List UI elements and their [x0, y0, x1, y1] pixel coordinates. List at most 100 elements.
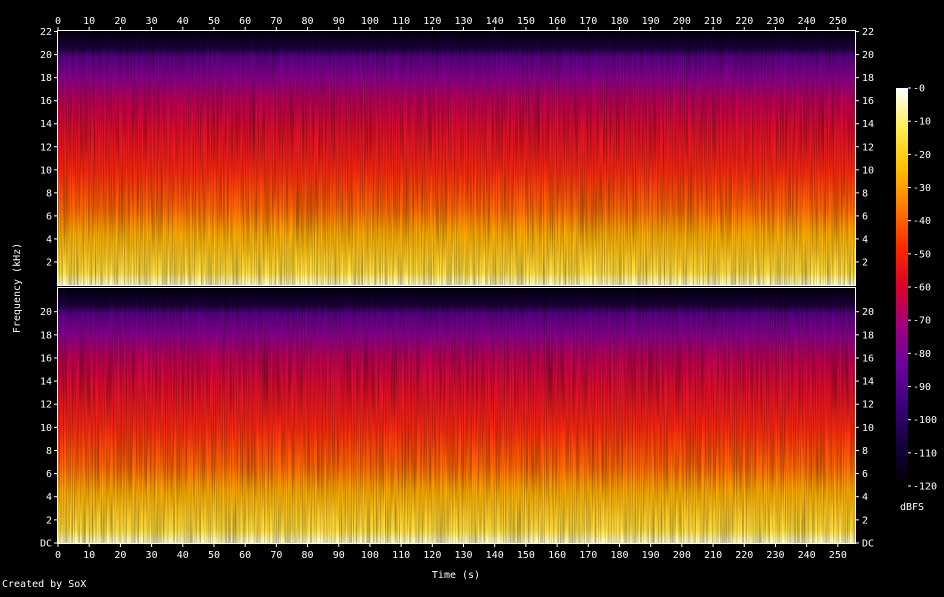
x-tick-label-top: 240	[798, 16, 816, 27]
x-tick-label: 160	[548, 550, 566, 561]
x-tick-label: 150	[517, 550, 535, 561]
x-tick-label-top: 180	[610, 16, 628, 27]
x-tick-label: 130	[454, 550, 472, 561]
x-tick-label: 140	[486, 550, 504, 561]
y-tick-label-right: 16	[862, 353, 874, 364]
colorbar	[896, 88, 908, 486]
x-tick-label-top: 20	[114, 16, 126, 27]
colorbar-tick-label: -60	[913, 283, 931, 294]
colorbar-tick-label: -40	[913, 216, 931, 227]
y-tick-label: 16	[40, 96, 52, 107]
y-tick-label: DC	[40, 539, 52, 550]
colorbar-tick-label: -90	[913, 382, 931, 393]
colorbar-tick-label: -30	[913, 183, 931, 194]
x-tick-label-top: 230	[766, 16, 784, 27]
y-tick-label-right: 18	[862, 73, 874, 84]
x-tick-label-top: 170	[579, 16, 597, 27]
y-tick-label-right: 14	[862, 119, 874, 130]
x-tick-label: 250	[829, 550, 847, 561]
y-tick-label: 8	[46, 188, 52, 199]
x-tick-label-top: 80	[302, 16, 314, 27]
panel-frame	[57, 30, 856, 286]
x-tick-label: 50	[208, 550, 220, 561]
y-tick-label-right: 6	[862, 211, 868, 222]
x-tick-label: 170	[579, 550, 597, 561]
colorbar-tick-label: -80	[913, 349, 931, 360]
channel-1-spectrogram	[57, 30, 856, 286]
y-tick-label: 2	[46, 515, 52, 526]
y-tick-label: 14	[40, 119, 52, 130]
x-tick-label: 240	[798, 550, 816, 561]
y-tick-label: 4	[46, 234, 52, 245]
y-tick-label-right: 18	[862, 330, 874, 341]
x-tick-label-top: 250	[829, 16, 847, 27]
y-tick-label-right: 2	[862, 257, 868, 268]
x-tick-label: 90	[333, 550, 345, 561]
y-tick-label-right: 12	[862, 400, 874, 411]
y-tick-label: 18	[40, 330, 52, 341]
x-tick-label: 20	[114, 550, 126, 561]
x-tick-label-top: 220	[735, 16, 753, 27]
y-tick-label-right: 8	[862, 446, 868, 457]
x-tick-label-top: 90	[333, 16, 345, 27]
y-tick-label: 10	[40, 423, 52, 434]
y-tick-label: 8	[46, 446, 52, 457]
x-tick-label: 200	[673, 550, 691, 561]
x-tick-label-top: 130	[454, 16, 472, 27]
y-axis-label: Frequency (kHz)	[12, 243, 23, 333]
y-tick-label-right: 10	[862, 165, 874, 176]
y-tick-label: 4	[46, 492, 52, 503]
x-tick-label-top: 50	[208, 16, 220, 27]
y-tick-label-right: 8	[862, 188, 868, 199]
channel-2-spectrogram	[57, 287, 856, 544]
y-tick-label: 6	[46, 211, 52, 222]
x-tick-label-top: 0	[55, 16, 61, 27]
x-axis-label: Time (s)	[432, 570, 480, 581]
y-tick-label-right: 20	[862, 50, 874, 61]
x-tick-label: 190	[642, 550, 660, 561]
y-tick-label: 20	[40, 50, 52, 61]
x-tick-label-top: 210	[704, 16, 722, 27]
y-tick-label: 20	[40, 307, 52, 318]
x-tick-label: 0	[55, 550, 61, 561]
y-tick-label: 2	[46, 257, 52, 268]
x-tick-label-top: 110	[392, 16, 410, 27]
x-tick-label: 40	[177, 550, 189, 561]
x-tick-label: 100	[361, 550, 379, 561]
x-tick-label-top: 200	[673, 16, 691, 27]
colorbar-tick-label: -120	[913, 482, 937, 493]
x-tick-label-top: 60	[239, 16, 251, 27]
x-tick-label-top: 30	[146, 16, 158, 27]
spectrogram-texture	[58, 31, 855, 285]
x-tick-label: 30	[146, 550, 158, 561]
colorbar-tick-label: -110	[913, 448, 937, 459]
x-tick-label-top: 70	[270, 16, 282, 27]
x-tick-label: 70	[270, 550, 282, 561]
x-tick-label-top: 100	[361, 16, 379, 27]
x-tick-label-top: 120	[423, 16, 441, 27]
y-tick-label-right: DC	[862, 539, 874, 550]
y-tick-label: 12	[40, 400, 52, 411]
colorbar-label: dBFS	[900, 502, 924, 513]
y-tick-label-right: 20	[862, 307, 874, 318]
x-tick-label-top: 160	[548, 16, 566, 27]
colorbar-tick-label: -20	[913, 150, 931, 161]
y-tick-label: 6	[46, 469, 52, 480]
colorbar-tick-label: -50	[913, 249, 931, 260]
colorbar-tick-label: -0	[913, 84, 925, 95]
y-tick-label-right: 22	[862, 27, 874, 38]
y-tick-label: 18	[40, 73, 52, 84]
y-tick-label-right: 4	[862, 234, 868, 245]
x-tick-label: 10	[83, 550, 95, 561]
colorbar-tick-label: -10	[913, 117, 931, 128]
y-tick-label: 14	[40, 377, 52, 388]
colorbar-tick-label: -100	[913, 415, 937, 426]
x-tick-label-top: 190	[642, 16, 660, 27]
x-tick-label-top: 40	[177, 16, 189, 27]
y-tick-label: 10	[40, 165, 52, 176]
y-tick-label-right: 10	[862, 423, 874, 434]
spectrogram-texture	[58, 288, 855, 543]
panel-frame	[57, 287, 856, 544]
x-tick-label-top: 140	[486, 16, 504, 27]
